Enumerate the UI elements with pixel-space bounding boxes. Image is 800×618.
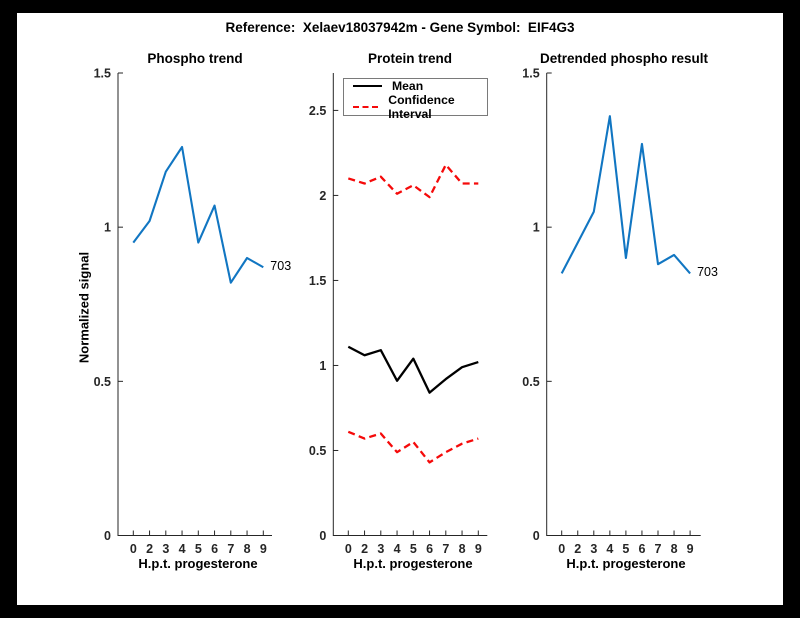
plot1-title: Phospho trend (147, 51, 243, 66)
axis-lines (117, 73, 272, 536)
x-tick-label: 8 (671, 542, 678, 556)
x-tick-label: 2 (574, 542, 581, 556)
y-tick-label: 0.5 (94, 375, 111, 389)
x-tick-label: 7 (442, 542, 449, 556)
legend-ci-label: Confidence Interval (388, 93, 455, 121)
plot3-series-end-label: 703 (697, 265, 718, 280)
x-tick-label: 0 (130, 542, 137, 556)
x-tick-label: 2 (146, 542, 153, 556)
subplot-1: 00.511.50 2 3 4 5 6 7 8 9 (94, 67, 272, 556)
x-tick-label: 5 (410, 542, 417, 556)
y-tick-label: 0 (104, 529, 111, 543)
y-tick-label: 2.5 (309, 104, 326, 118)
x-tick-label: 9 (475, 542, 482, 556)
axis-lines (546, 73, 701, 536)
legend-row-mean: Mean (344, 79, 487, 93)
series-line-detrended-phospho (560, 115, 691, 275)
x-tick-label: 5 (195, 542, 202, 556)
y-tick-label: 0.5 (309, 444, 326, 458)
y-tick-label: 0 (533, 529, 540, 543)
x-tick-label: 0 (345, 542, 352, 556)
y-tick-label: 1.5 (309, 274, 326, 288)
series-line-phospho (132, 145, 264, 284)
subplot-2: 00.511.522.50 2 3 4 5 6 7 8 9 (309, 73, 488, 556)
legend-mean-label: Mean (392, 79, 424, 93)
y-tick-label: 1 (319, 359, 326, 373)
y-tick-label: 2 (319, 189, 326, 203)
x-tick-label: 4 (179, 542, 186, 556)
y-tick-label: 1.5 (522, 67, 539, 81)
x-tick-label: 3 (162, 542, 169, 556)
x-tick-label: 6 (211, 542, 218, 556)
y-tick-label: 1.5 (94, 67, 111, 81)
plot3-title: Detrended phospho result (539, 51, 708, 66)
x-tick-label: 2 (361, 542, 368, 556)
figure-title: Reference: Xelaev18037942m - Gene Symbol… (225, 20, 575, 35)
x-tick-label: 5 (622, 542, 629, 556)
x-tick-label: 3 (377, 542, 384, 556)
x-tick-label: 4 (394, 542, 401, 556)
y-tick-label: 1 (533, 221, 540, 235)
subplot-3: 00.511.50 2 3 4 5 6 7 8 9 (522, 67, 701, 556)
plot1-series-end-label: 703 (270, 259, 292, 274)
y-tick-label: 0 (319, 529, 326, 543)
x-tick-label: 6 (638, 542, 645, 556)
x-tick-label: 9 (687, 542, 694, 556)
x-tick-label: 8 (244, 542, 251, 556)
series-line-confidence-interval-upper (347, 163, 479, 199)
series-line-confidence-interval-lower (347, 430, 479, 464)
x-tick-label: 0 (558, 542, 565, 556)
legend-mean-line-icon (353, 85, 382, 87)
legend-row-ci: Confidence Interval (344, 93, 487, 121)
plot1-x-axis-label: H.p.t. progesterone (138, 556, 258, 571)
x-tick-label: 3 (590, 542, 597, 556)
x-tick-label: 9 (260, 542, 267, 556)
plot2-title: Protein trend (367, 51, 452, 66)
plot2-x-axis-label: H.p.t. progesterone (353, 556, 473, 571)
legend-ci-line-icon (353, 106, 379, 108)
series-line-mean (347, 345, 479, 394)
x-tick-label: 8 (459, 542, 466, 556)
axis-lines (332, 73, 488, 536)
legend-box: Mean Confidence Interval (343, 78, 488, 121)
x-tick-label: 4 (606, 542, 613, 556)
x-tick-label: 7 (655, 542, 662, 556)
x-tick-label: 6 (426, 542, 433, 556)
plot3-x-axis-label: H.p.t. progesterone (566, 556, 686, 571)
y-tick-label: 1 (104, 221, 111, 235)
x-tick-label: 7 (227, 542, 234, 556)
y-tick-label: 0.5 (522, 375, 539, 389)
